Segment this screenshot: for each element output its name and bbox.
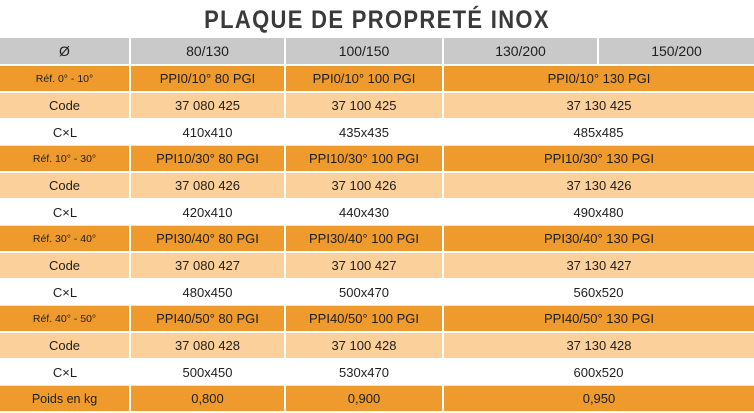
ref-cell: PPI0/10° 80 PGI [130,65,286,93]
dimension-cell: 560x520 [443,279,754,306]
weight-cell: 0,800 [130,385,286,413]
code-cell: 37 100 425 [285,92,444,120]
code-label: Code [0,252,131,280]
code-cell: 37 100 428 [285,332,444,360]
dimension-label: C×L [0,359,130,386]
ref-cell: PPI10/30° 80 PGI [130,145,286,173]
code-cell: 37 130 425 [443,92,754,120]
code-cell: 37 080 425 [130,92,286,120]
weight-cell: 0,950 [443,385,754,413]
ref-cell: PPI40/50° 80 PGI [130,305,286,333]
page-title: PLAQUE DE PROPRETÉ INOX [204,6,550,34]
product-table: Ø 80/130 100/150 130/200 150/200 Réf. 0°… [0,38,754,413]
ref-row: Réf. 10° - 30° PPI10/30° 80 PGI PPI10/30… [0,145,754,173]
dimension-cell: 490x480 [443,199,754,226]
ref-cell: PPI30/40° 130 PGI [443,225,754,253]
code-row: Code 37 080 425 37 100 425 37 130 425 [0,92,754,120]
dimension-cell: 480x450 [130,279,285,306]
header-150-200: 150/200 [598,38,754,66]
weight-cell: 0,900 [285,385,444,413]
ref-cell: PPI40/50° 100 PGI [285,305,444,333]
ref-cell: PPI40/50° 130 PGI [443,305,754,333]
dimension-label: C×L [0,279,130,306]
ref-label: Réf. 10° - 30° [0,145,131,173]
dimension-row: C×L 480x450 500x470 560x520 [0,279,754,306]
dimension-cell: 600x520 [443,359,754,386]
weight-row: Poids en kg 0,800 0,900 0,950 [0,385,754,413]
code-cell: 37 130 426 [443,172,754,200]
ref-label: Réf. 30° - 40° [0,225,131,253]
code-cell: 37 130 427 [443,252,754,280]
dimension-cell: 500x450 [130,359,285,386]
code-row: Code 37 080 428 37 100 428 37 130 428 [0,332,754,360]
ref-row: Réf. 0° - 10° PPI0/10° 80 PGI PPI0/10° 1… [0,65,754,93]
dimension-cell: 500x470 [285,279,443,306]
code-cell: 37 130 428 [443,332,754,360]
code-cell: 37 080 427 [130,252,286,280]
weight-label: Poids en kg [0,385,131,413]
code-row: Code 37 080 427 37 100 427 37 130 427 [0,252,754,280]
code-label: Code [0,332,131,360]
dimension-label: C×L [0,119,130,146]
ref-cell: PPI0/10° 100 PGI [285,65,444,93]
ref-cell: PPI0/10° 130 PGI [443,65,754,93]
dimension-label: C×L [0,199,130,226]
dimension-row: C×L 410x410 435x435 485x485 [0,119,754,146]
ref-cell: PPI10/30° 100 PGI [285,145,444,173]
header-80-130: 80/130 [130,38,286,66]
header-diameter: Ø [0,38,131,66]
dimension-cell: 410x410 [130,119,285,146]
dimension-cell: 530x470 [285,359,443,386]
code-row: Code 37 080 426 37 100 426 37 130 426 [0,172,754,200]
ref-cell: PPI30/40° 80 PGI [130,225,286,253]
code-cell: 37 100 427 [285,252,444,280]
dimension-cell: 420x410 [130,199,285,226]
header-130-200: 130/200 [443,38,599,66]
ref-label: Réf. 0° - 10° [0,65,131,93]
code-cell: 37 100 426 [285,172,444,200]
ref-row: Réf. 30° - 40° PPI30/40° 80 PGI PPI30/40… [0,225,754,253]
ref-label: Réf. 40° - 50° [0,305,131,333]
ref-row: Réf. 40° - 50° PPI40/50° 80 PGI PPI40/50… [0,305,754,333]
dimension-row: C×L 420x410 440x430 490x480 [0,199,754,226]
dimension-cell: 435x435 [285,119,443,146]
table-header-row: Ø 80/130 100/150 130/200 150/200 [0,38,754,66]
code-label: Code [0,92,131,120]
ref-cell: PPI10/30° 130 PGI [443,145,754,173]
code-label: Code [0,172,131,200]
dimension-cell: 440x430 [285,199,443,226]
ref-cell: PPI30/40° 100 PGI [285,225,444,253]
header-100-150: 100/150 [285,38,444,66]
dimension-row: C×L 500x450 530x470 600x520 [0,359,754,386]
code-cell: 37 080 426 [130,172,286,200]
code-cell: 37 080 428 [130,332,286,360]
dimension-cell: 485x485 [443,119,754,146]
